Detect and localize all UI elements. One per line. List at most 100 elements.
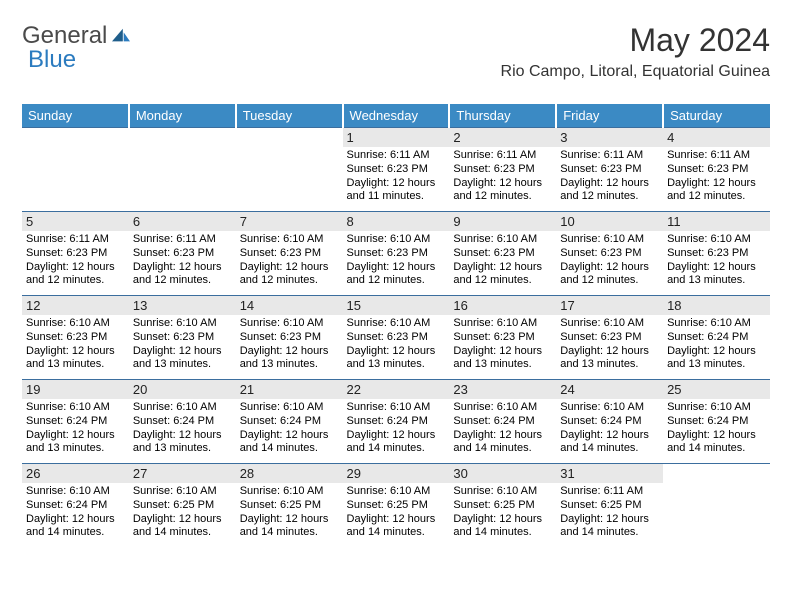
week-row: 26Sunrise: 6:10 AMSunset: 6:24 PMDayligh…: [22, 464, 770, 548]
day-number: 4: [663, 128, 770, 147]
day-cell: 7Sunrise: 6:10 AMSunset: 6:23 PMDaylight…: [236, 212, 343, 296]
day-number: 12: [22, 296, 129, 315]
day-data: Sunrise: 6:10 AMSunset: 6:25 PMDaylight:…: [129, 483, 236, 542]
day-cell: 8Sunrise: 6:10 AMSunset: 6:23 PMDaylight…: [343, 212, 450, 296]
day-cell: 11Sunrise: 6:10 AMSunset: 6:23 PMDayligh…: [663, 212, 770, 296]
day-data: Sunrise: 6:10 AMSunset: 6:23 PMDaylight:…: [343, 315, 450, 374]
day-data: Sunrise: 6:11 AMSunset: 6:23 PMDaylight:…: [22, 231, 129, 290]
day-cell: 5Sunrise: 6:11 AMSunset: 6:23 PMDaylight…: [22, 212, 129, 296]
dayhead-wed: Wednesday: [343, 104, 450, 128]
day-data: Sunrise: 6:11 AMSunset: 6:23 PMDaylight:…: [129, 231, 236, 290]
day-cell: 20Sunrise: 6:10 AMSunset: 6:24 PMDayligh…: [129, 380, 236, 464]
calendar-table: Sunday Monday Tuesday Wednesday Thursday…: [22, 104, 770, 548]
day-number: 19: [22, 380, 129, 399]
day-cell: 30Sunrise: 6:10 AMSunset: 6:25 PMDayligh…: [449, 464, 556, 548]
day-cell: 26Sunrise: 6:10 AMSunset: 6:24 PMDayligh…: [22, 464, 129, 548]
day-data: Sunrise: 6:10 AMSunset: 6:24 PMDaylight:…: [129, 399, 236, 458]
day-cell: 25Sunrise: 6:10 AMSunset: 6:24 PMDayligh…: [663, 380, 770, 464]
day-cell: 6Sunrise: 6:11 AMSunset: 6:23 PMDaylight…: [129, 212, 236, 296]
dayhead-sun: Sunday: [22, 104, 129, 128]
week-row: ......1Sunrise: 6:11 AMSunset: 6:23 PMDa…: [22, 128, 770, 212]
day-data: Sunrise: 6:10 AMSunset: 6:24 PMDaylight:…: [236, 399, 343, 458]
day-data: Sunrise: 6:10 AMSunset: 6:24 PMDaylight:…: [556, 399, 663, 458]
day-number: 14: [236, 296, 343, 315]
day-data: Sunrise: 6:10 AMSunset: 6:25 PMDaylight:…: [449, 483, 556, 542]
day-number: 18: [663, 296, 770, 315]
day-header-row: Sunday Monday Tuesday Wednesday Thursday…: [22, 104, 770, 128]
day-cell: 29Sunrise: 6:10 AMSunset: 6:25 PMDayligh…: [343, 464, 450, 548]
brand-part2: Blue: [28, 46, 76, 73]
day-data: Sunrise: 6:10 AMSunset: 6:25 PMDaylight:…: [343, 483, 450, 542]
day-data: Sunrise: 6:10 AMSunset: 6:24 PMDaylight:…: [663, 399, 770, 458]
day-number: 31: [556, 464, 663, 483]
day-number: 10: [556, 212, 663, 231]
day-data: Sunrise: 6:10 AMSunset: 6:24 PMDaylight:…: [22, 483, 129, 542]
day-data: Sunrise: 6:10 AMSunset: 6:23 PMDaylight:…: [343, 231, 450, 290]
day-cell: 9Sunrise: 6:10 AMSunset: 6:23 PMDaylight…: [449, 212, 556, 296]
day-number: 6: [129, 212, 236, 231]
day-data: Sunrise: 6:10 AMSunset: 6:23 PMDaylight:…: [129, 315, 236, 374]
day-number: 27: [129, 464, 236, 483]
day-cell: 15Sunrise: 6:10 AMSunset: 6:23 PMDayligh…: [343, 296, 450, 380]
day-number: 15: [343, 296, 450, 315]
day-cell: 4Sunrise: 6:11 AMSunset: 6:23 PMDaylight…: [663, 128, 770, 212]
day-number: 16: [449, 296, 556, 315]
day-data: Sunrise: 6:11 AMSunset: 6:23 PMDaylight:…: [343, 147, 450, 206]
day-cell: 21Sunrise: 6:10 AMSunset: 6:24 PMDayligh…: [236, 380, 343, 464]
day-number: 8: [343, 212, 450, 231]
day-data: Sunrise: 6:10 AMSunset: 6:23 PMDaylight:…: [22, 315, 129, 374]
day-number: 11: [663, 212, 770, 231]
day-data: Sunrise: 6:10 AMSunset: 6:23 PMDaylight:…: [663, 231, 770, 290]
day-number: 22: [343, 380, 450, 399]
week-row: 5Sunrise: 6:11 AMSunset: 6:23 PMDaylight…: [22, 212, 770, 296]
day-cell: 3Sunrise: 6:11 AMSunset: 6:23 PMDaylight…: [556, 128, 663, 212]
day-cell: 1Sunrise: 6:11 AMSunset: 6:23 PMDaylight…: [343, 128, 450, 212]
page-subtitle: Rio Campo, Litoral, Equatorial Guinea: [501, 63, 770, 81]
day-data: Sunrise: 6:10 AMSunset: 6:24 PMDaylight:…: [449, 399, 556, 458]
day-cell: 2Sunrise: 6:11 AMSunset: 6:23 PMDaylight…: [449, 128, 556, 212]
day-number: 2: [449, 128, 556, 147]
day-cell: 17Sunrise: 6:10 AMSunset: 6:23 PMDayligh…: [556, 296, 663, 380]
day-cell: 28Sunrise: 6:10 AMSunset: 6:25 PMDayligh…: [236, 464, 343, 548]
day-number: 24: [556, 380, 663, 399]
day-cell: 18Sunrise: 6:10 AMSunset: 6:24 PMDayligh…: [663, 296, 770, 380]
day-number: 30: [449, 464, 556, 483]
day-data: Sunrise: 6:10 AMSunset: 6:23 PMDaylight:…: [556, 231, 663, 290]
day-number: 5: [22, 212, 129, 231]
day-data: Sunrise: 6:10 AMSunset: 6:23 PMDaylight:…: [556, 315, 663, 374]
day-number: 26: [22, 464, 129, 483]
day-data: Sunrise: 6:11 AMSunset: 6:23 PMDaylight:…: [449, 147, 556, 206]
day-data: Sunrise: 6:10 AMSunset: 6:23 PMDaylight:…: [449, 315, 556, 374]
day-cell: 31Sunrise: 6:11 AMSunset: 6:25 PMDayligh…: [556, 464, 663, 548]
day-data: Sunrise: 6:10 AMSunset: 6:25 PMDaylight:…: [236, 483, 343, 542]
day-data: Sunrise: 6:10 AMSunset: 6:23 PMDaylight:…: [236, 315, 343, 374]
day-data: Sunrise: 6:11 AMSunset: 6:23 PMDaylight:…: [663, 147, 770, 206]
dayhead-tue: Tuesday: [236, 104, 343, 128]
day-number: 9: [449, 212, 556, 231]
day-data: Sunrise: 6:10 AMSunset: 6:23 PMDaylight:…: [449, 231, 556, 290]
dayhead-thu: Thursday: [449, 104, 556, 128]
day-cell: 23Sunrise: 6:10 AMSunset: 6:24 PMDayligh…: [449, 380, 556, 464]
day-data: Sunrise: 6:10 AMSunset: 6:24 PMDaylight:…: [343, 399, 450, 458]
day-cell: 12Sunrise: 6:10 AMSunset: 6:23 PMDayligh…: [22, 296, 129, 380]
day-cell: 13Sunrise: 6:10 AMSunset: 6:23 PMDayligh…: [129, 296, 236, 380]
day-number: 13: [129, 296, 236, 315]
day-number: 7: [236, 212, 343, 231]
day-number: 21: [236, 380, 343, 399]
day-cell: ..: [236, 128, 343, 212]
day-cell: 24Sunrise: 6:10 AMSunset: 6:24 PMDayligh…: [556, 380, 663, 464]
day-cell: 14Sunrise: 6:10 AMSunset: 6:23 PMDayligh…: [236, 296, 343, 380]
dayhead-fri: Friday: [556, 104, 663, 128]
day-number: 17: [556, 296, 663, 315]
brand-part2-wrap: Blue: [28, 46, 76, 74]
day-data: Sunrise: 6:10 AMSunset: 6:24 PMDaylight:…: [22, 399, 129, 458]
day-cell: ..: [22, 128, 129, 212]
week-row: 19Sunrise: 6:10 AMSunset: 6:24 PMDayligh…: [22, 380, 770, 464]
day-number: 1: [343, 128, 450, 147]
calendar-body: ......1Sunrise: 6:11 AMSunset: 6:23 PMDa…: [22, 128, 770, 548]
day-data: Sunrise: 6:11 AMSunset: 6:23 PMDaylight:…: [556, 147, 663, 206]
day-number: 23: [449, 380, 556, 399]
day-cell: ..: [129, 128, 236, 212]
day-data: Sunrise: 6:10 AMSunset: 6:23 PMDaylight:…: [236, 231, 343, 290]
day-cell: ..: [663, 464, 770, 548]
